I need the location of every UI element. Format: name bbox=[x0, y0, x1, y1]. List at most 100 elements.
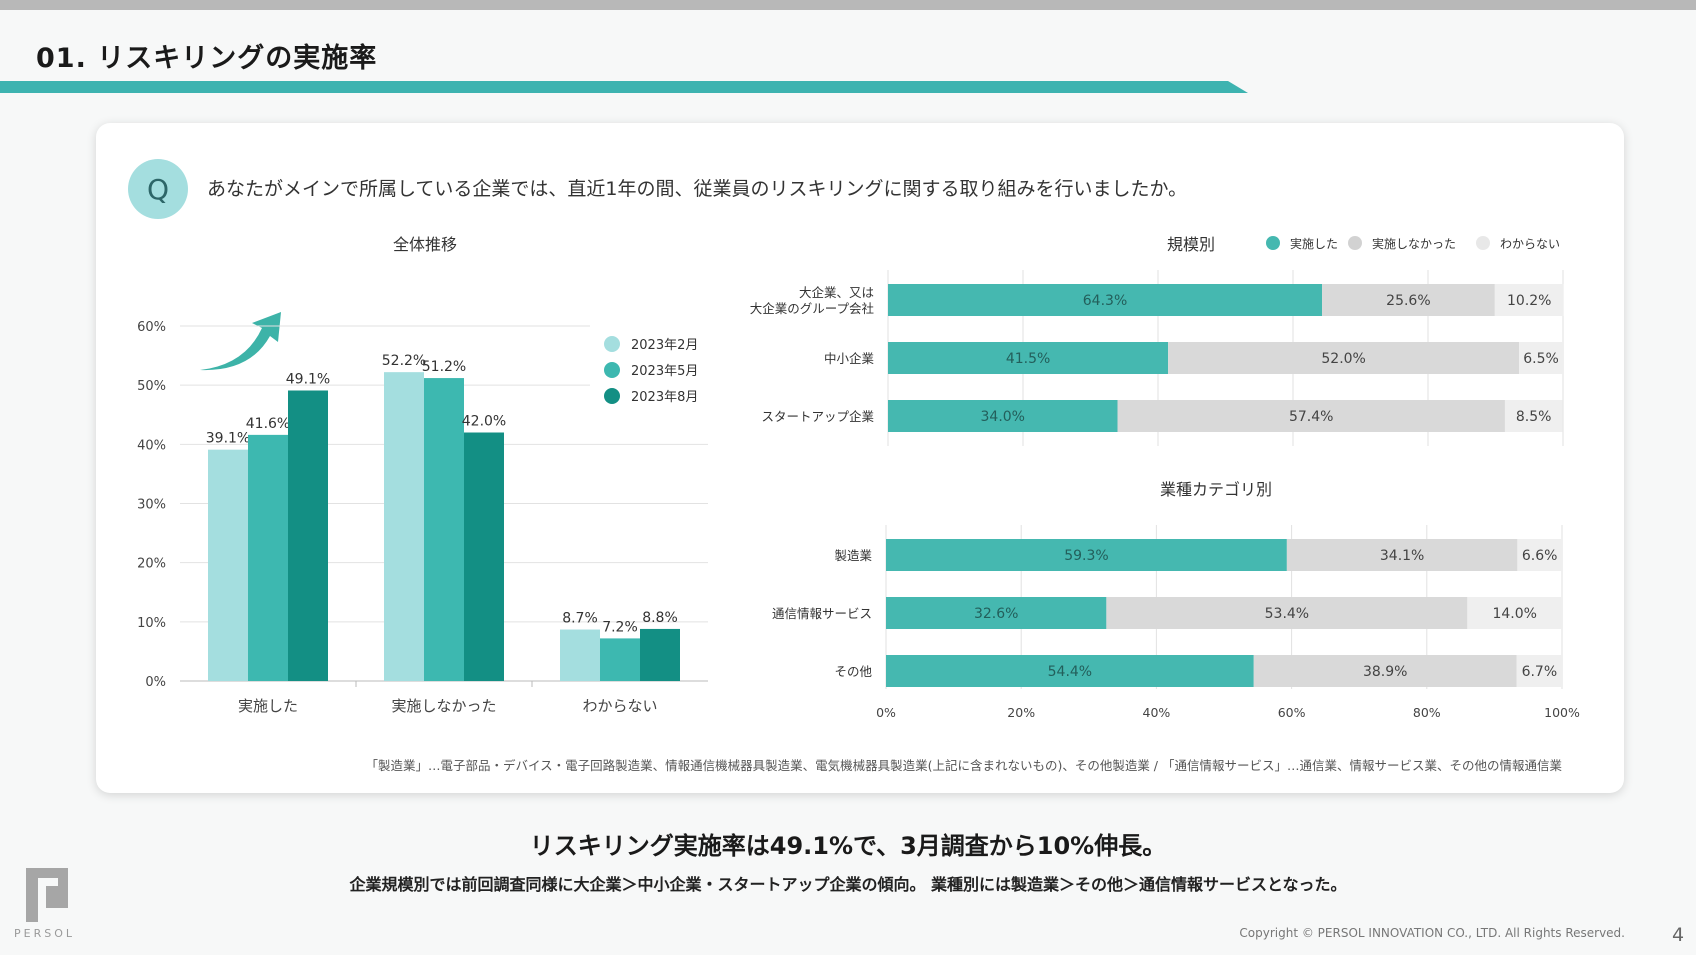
bar-value-label: 42.0% bbox=[462, 414, 506, 430]
bar bbox=[464, 432, 504, 681]
bar bbox=[640, 628, 680, 681]
x-tick-label: 100% bbox=[1544, 705, 1580, 720]
bar bbox=[424, 378, 464, 681]
industry-chart-title: 業種カテゴリ別 bbox=[1160, 480, 1272, 499]
persol-logo-icon bbox=[26, 868, 68, 922]
segment-value-label: 57.4% bbox=[1289, 409, 1333, 425]
y-tick-label: 0% bbox=[145, 675, 166, 690]
x-category-label: 実施した bbox=[238, 697, 298, 715]
x-tick-label: 20% bbox=[1007, 705, 1035, 720]
stacked-segment bbox=[1168, 342, 1520, 374]
legend-marker bbox=[604, 336, 620, 352]
summary-headline: リスキリング実施率は49.1%で、3月調査から10%伸長。 bbox=[529, 832, 1167, 860]
bar-value-label: 8.7% bbox=[562, 611, 598, 627]
stacked-segment bbox=[888, 342, 1169, 374]
footnote: 「製造業」…電子部品・デバイス・電子回路製造業、情報通信機械器具製造業、電気機械… bbox=[365, 758, 1562, 773]
stacked-segment bbox=[888, 400, 1118, 432]
stacked-segment bbox=[888, 284, 1323, 316]
stacked-segment bbox=[886, 539, 1287, 571]
bar-value-label: 49.1% bbox=[286, 371, 330, 387]
bar bbox=[248, 434, 288, 681]
segment-value-label: 6.7% bbox=[1522, 664, 1558, 680]
bar bbox=[384, 372, 424, 681]
legend-label: 2023年8月 bbox=[631, 390, 698, 405]
legend-label: 2023年2月 bbox=[631, 338, 698, 353]
title-underline bbox=[0, 81, 1248, 93]
growth-arrow-icon bbox=[200, 312, 281, 371]
segment-value-label: 64.3% bbox=[1083, 293, 1127, 309]
y-tick-label: 40% bbox=[137, 438, 166, 453]
row-category-label: 中小企業 bbox=[824, 351, 875, 366]
size-chart-title: 規模別 bbox=[1167, 235, 1215, 254]
bar-value-label: 41.6% bbox=[246, 416, 290, 432]
stacked-segment bbox=[1504, 400, 1563, 432]
segment-value-label: 10.2% bbox=[1507, 293, 1551, 309]
legend-marker bbox=[604, 388, 620, 404]
bar-value-label: 39.1% bbox=[206, 431, 250, 447]
page-title: 01. リスキリングの実施率 bbox=[36, 43, 378, 74]
page-number: 4 bbox=[1672, 924, 1685, 946]
top-bar bbox=[0, 0, 1696, 10]
legend-label: 実施した bbox=[1290, 236, 1338, 251]
legend-marker bbox=[1476, 236, 1490, 250]
x-category-label: わからない bbox=[582, 697, 657, 715]
legend-label: わからない bbox=[1500, 237, 1560, 251]
x-tick-label: 60% bbox=[1278, 705, 1306, 720]
row-category-label: その他 bbox=[834, 664, 872, 679]
row-category-label: 大企業のグループ会社 bbox=[750, 301, 874, 316]
stacked-segment bbox=[886, 655, 1254, 687]
x-category-label: 実施しなかった bbox=[391, 697, 496, 715]
summary-subline: 企業規模別では前回調査同様に大企業＞中小企業・スタートアップ企業の傾向。 業種別… bbox=[349, 875, 1347, 894]
stacked-segment bbox=[1117, 400, 1505, 432]
bar bbox=[560, 629, 600, 681]
stacked-segment bbox=[1516, 655, 1562, 687]
stacked-segment bbox=[1286, 539, 1518, 571]
stacked-segment bbox=[1322, 284, 1495, 316]
bar-value-label: 8.8% bbox=[642, 610, 678, 626]
legend-marker bbox=[1348, 236, 1362, 250]
y-tick-label: 60% bbox=[137, 320, 166, 335]
overall-chart-title: 全体推移 bbox=[393, 235, 457, 254]
bar bbox=[208, 449, 248, 681]
legend-marker bbox=[604, 362, 620, 378]
legend-marker bbox=[1266, 236, 1280, 250]
legend-label: 実施しなかった bbox=[1372, 236, 1456, 251]
y-tick-label: 10% bbox=[137, 616, 166, 631]
segment-value-label: 34.1% bbox=[1380, 548, 1424, 564]
y-tick-label: 50% bbox=[137, 379, 166, 394]
logo-text: PERSOL bbox=[14, 927, 75, 940]
segment-value-label: 41.5% bbox=[1006, 351, 1050, 367]
stacked-segment bbox=[1519, 342, 1563, 374]
segment-value-label: 59.3% bbox=[1064, 548, 1108, 564]
bar bbox=[288, 390, 328, 681]
bar-value-label: 52.2% bbox=[382, 353, 426, 369]
segment-value-label: 54.4% bbox=[1048, 664, 1092, 680]
stacked-segment bbox=[1494, 284, 1564, 316]
stacked-segment bbox=[1253, 655, 1517, 687]
segment-value-label: 8.5% bbox=[1516, 409, 1552, 425]
y-tick-label: 20% bbox=[137, 557, 166, 572]
segment-value-label: 34.0% bbox=[981, 409, 1025, 425]
bar-value-label: 7.2% bbox=[602, 619, 638, 635]
bar-value-label: 51.2% bbox=[422, 359, 466, 375]
stacked-segment bbox=[1106, 597, 1468, 629]
stacked-segment bbox=[1467, 597, 1562, 629]
segment-value-label: 25.6% bbox=[1386, 293, 1430, 309]
legend-label: 2023年5月 bbox=[631, 364, 698, 379]
row-category-label: 通信情報サービス bbox=[772, 606, 872, 621]
y-tick-label: 30% bbox=[137, 498, 166, 513]
segment-value-label: 38.9% bbox=[1363, 664, 1407, 680]
question-text: あなたがメインで所属している企業では、直近1年の間、従業員のリスキリングに関する… bbox=[207, 178, 1188, 200]
bar bbox=[600, 638, 640, 681]
x-tick-label: 80% bbox=[1413, 705, 1441, 720]
question-badge: Q bbox=[128, 159, 188, 219]
x-tick-label: 40% bbox=[1143, 705, 1171, 720]
segment-value-label: 6.5% bbox=[1523, 351, 1559, 367]
row-category-label: スタートアップ企業 bbox=[761, 409, 874, 424]
segment-value-label: 52.0% bbox=[1321, 351, 1365, 367]
x-tick-label: 0% bbox=[876, 705, 896, 720]
segment-value-label: 53.4% bbox=[1265, 606, 1309, 622]
segment-value-label: 6.6% bbox=[1522, 548, 1558, 564]
copyright: Copyright © PERSOL INNOVATION CO., LTD. … bbox=[1239, 926, 1625, 940]
